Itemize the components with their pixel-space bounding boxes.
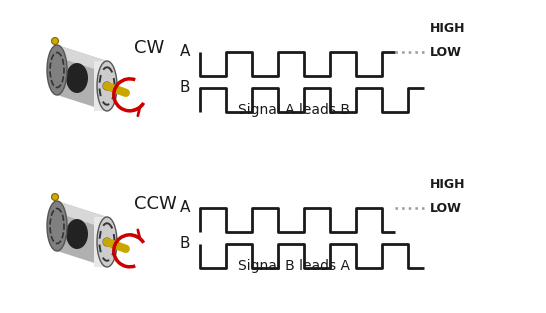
Text: Signal B leads A: Signal B leads A: [238, 259, 350, 273]
Polygon shape: [57, 201, 107, 267]
Text: B: B: [180, 80, 190, 95]
Text: CCW: CCW: [134, 195, 177, 213]
Text: Signal A leads B: Signal A leads B: [238, 103, 350, 117]
Text: CW: CW: [134, 39, 164, 57]
Circle shape: [103, 238, 111, 246]
Polygon shape: [57, 45, 107, 73]
Text: HIGH: HIGH: [430, 177, 465, 191]
Polygon shape: [57, 201, 107, 229]
Polygon shape: [57, 45, 107, 111]
Ellipse shape: [66, 63, 88, 93]
Ellipse shape: [97, 217, 117, 267]
Polygon shape: [94, 217, 104, 267]
Ellipse shape: [47, 201, 67, 251]
Text: A: A: [180, 201, 190, 215]
Circle shape: [103, 82, 111, 90]
Ellipse shape: [66, 219, 88, 249]
Circle shape: [51, 193, 58, 201]
Text: HIGH: HIGH: [430, 22, 465, 34]
Circle shape: [51, 38, 58, 44]
Polygon shape: [94, 61, 104, 111]
Ellipse shape: [47, 45, 67, 95]
Text: LOW: LOW: [430, 202, 461, 214]
Ellipse shape: [97, 61, 117, 111]
Text: B: B: [180, 237, 190, 252]
Text: A: A: [180, 44, 190, 59]
Text: LOW: LOW: [430, 45, 461, 59]
